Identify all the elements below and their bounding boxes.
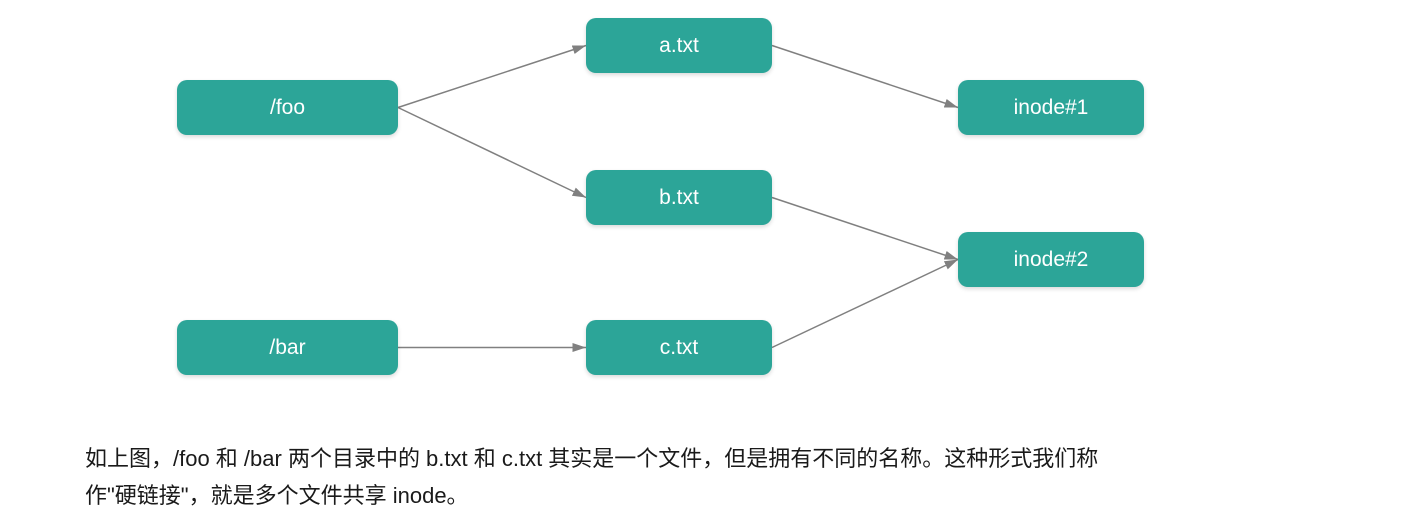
edge-atxt-inode1 — [772, 46, 958, 108]
edge-ctxt-inode2 — [772, 260, 958, 348]
edge-foo-btxt — [398, 108, 586, 198]
node-bar: /bar — [177, 320, 398, 375]
node-btxt: b.txt — [586, 170, 772, 225]
node-atxt: a.txt — [586, 18, 772, 73]
node-foo: /foo — [177, 80, 398, 135]
diagram-container: /foo/bar a.txt b.txt c.txt inode#1 inode#2 — [0, 0, 1415, 420]
node-inode2: inode#2 — [958, 232, 1144, 287]
edge-btxt-inode2 — [772, 198, 958, 260]
node-ctxt: c.txt — [586, 320, 772, 375]
node-inode1: inode#1 — [958, 80, 1144, 135]
edge-foo-atxt — [398, 46, 586, 108]
caption-text: 如上图，/foo 和 /bar 两个目录中的 b.txt 和 c.txt 其实是… — [85, 440, 1135, 515]
